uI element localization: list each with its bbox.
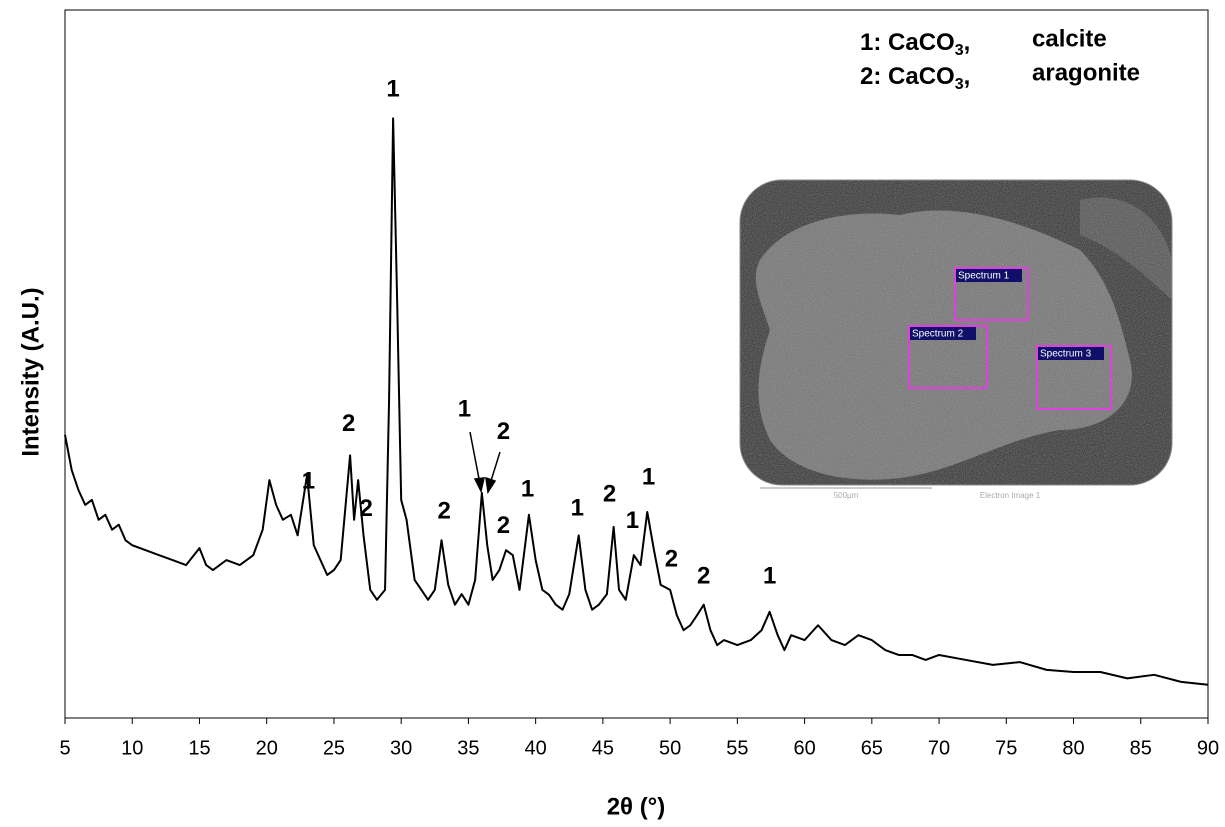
x-tick-label: 40 [525,737,547,759]
peak-label: 2 [665,545,678,572]
peak-label: 1 [642,463,655,490]
x-tick-label: 65 [861,737,883,759]
annotation-arrows [469,431,501,495]
x-tick-label: 35 [457,737,479,759]
inset-caption: Electron Image 1 [980,491,1041,500]
peak-label: 2 [497,512,510,539]
peak-label: 2 [603,480,616,507]
legend-entry: 1: CaCO3, [860,29,970,59]
peak-label: 1 [458,395,471,422]
x-tick-label: 60 [793,737,815,759]
x-tick-label: 75 [995,737,1017,759]
peak-label: 2 [438,497,451,524]
legend-suffix: , [964,29,971,56]
x-tick-label: 45 [592,737,614,759]
x-tick-label: 55 [726,737,748,759]
peak-label: 2 [497,418,510,445]
x-tick-label: 70 [928,737,950,759]
inset-image [739,179,1173,489]
peak-label: 2 [360,495,373,522]
x-tick-label: 25 [323,737,345,759]
x-tick-label: 30 [390,737,412,759]
peak-label: 1 [626,507,639,534]
x-tick-label: 5 [59,737,70,759]
peak-label: 2 [697,562,710,589]
plot-frame [64,9,1209,719]
legend-subscript: 3 [955,42,964,59]
legend-suffix: , [964,63,971,90]
inset-region-label: Spectrum 1 [958,271,1010,282]
x-axis-title: 2θ (°) [607,793,666,820]
x-tick-label: 10 [121,737,143,759]
x-tick-label: 20 [256,737,278,759]
legend-phase: calcite [1032,25,1107,52]
peak-label: 2 [342,410,355,437]
x-tick-label: 15 [188,737,210,759]
legend-entry: 2: CaCO3, [860,63,970,93]
inset-region-label: Spectrum 3 [1040,349,1092,360]
legend-prefix: 2: CaCO [860,63,955,90]
x-tick-label: 80 [1062,737,1084,759]
legend-subscript: 3 [955,76,964,93]
peak-label: 1 [521,475,534,502]
inset-region-label: Spectrum 2 [912,329,964,340]
y-axis-title: Intensity (A.U.) [17,287,44,456]
peak-label: 1 [571,494,584,521]
legend-phase: aragonite [1032,59,1140,86]
legend-prefix: 1: CaCO [860,29,955,56]
xrd-pattern [64,117,1209,686]
peak-label: 1 [763,562,776,589]
x-tick-label: 85 [1130,737,1152,759]
x-tick-label: 50 [659,737,681,759]
peak-label: 1 [302,468,315,495]
inset-scale-bar: 500µm [834,491,859,500]
x-tick-label: 90 [1197,737,1219,759]
peak-label: 1 [386,75,399,102]
